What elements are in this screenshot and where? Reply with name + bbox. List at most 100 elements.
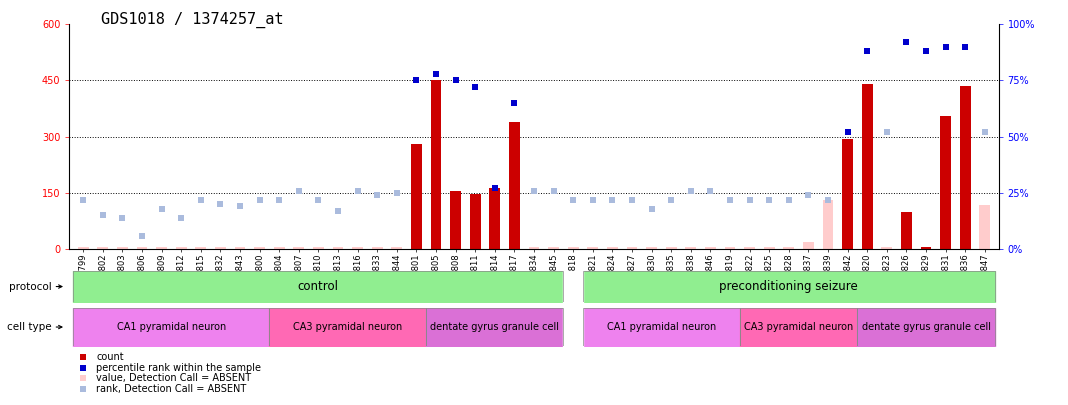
- Bar: [784, 247, 795, 249]
- Point: [75, 196, 92, 203]
- Bar: [744, 247, 755, 249]
- Bar: [705, 247, 716, 249]
- Bar: [235, 247, 246, 249]
- Point: [800, 192, 817, 198]
- Point: [349, 188, 366, 194]
- Point: [251, 196, 268, 203]
- Bar: [587, 247, 598, 249]
- Point: [603, 196, 621, 203]
- Point: [232, 203, 249, 210]
- Bar: [117, 247, 128, 249]
- Point: [525, 188, 543, 194]
- Bar: [254, 247, 265, 249]
- Text: rank, Detection Call = ABSENT: rank, Detection Call = ABSENT: [96, 384, 247, 394]
- Bar: [901, 211, 912, 249]
- Bar: [313, 247, 324, 249]
- Point: [545, 188, 562, 194]
- Bar: [940, 116, 951, 249]
- Text: GDS1018 / 1374257_at: GDS1018 / 1374257_at: [101, 12, 284, 28]
- Point: [878, 129, 895, 135]
- Bar: [646, 247, 657, 249]
- Bar: [979, 205, 990, 249]
- Bar: [627, 247, 638, 249]
- Point: [584, 196, 601, 203]
- Point: [310, 196, 327, 203]
- Bar: [451, 191, 461, 249]
- Bar: [568, 247, 579, 249]
- Bar: [176, 247, 187, 249]
- Bar: [509, 122, 520, 249]
- Point: [211, 201, 229, 207]
- Text: protocol: protocol: [10, 281, 52, 292]
- Text: preconditioning seizure: preconditioning seizure: [720, 280, 859, 293]
- Bar: [724, 247, 736, 249]
- Text: control: control: [298, 280, 339, 293]
- Bar: [529, 247, 539, 249]
- Text: CA1 pyramidal neuron: CA1 pyramidal neuron: [607, 322, 716, 332]
- Bar: [294, 247, 304, 249]
- Point: [682, 188, 700, 194]
- Point: [917, 48, 934, 55]
- Bar: [391, 247, 403, 249]
- Bar: [137, 247, 147, 249]
- Point: [976, 129, 993, 135]
- Text: CA3 pyramidal neuron: CA3 pyramidal neuron: [744, 322, 853, 332]
- Point: [153, 205, 170, 212]
- Point: [624, 196, 641, 203]
- Point: [134, 232, 151, 239]
- Point: [270, 196, 287, 203]
- Bar: [97, 247, 108, 249]
- Point: [94, 212, 111, 219]
- Point: [702, 188, 719, 194]
- Bar: [273, 247, 284, 249]
- Point: [819, 196, 836, 203]
- Text: dentate gyrus granule cell: dentate gyrus granule cell: [430, 322, 560, 332]
- Bar: [607, 247, 617, 249]
- Point: [781, 196, 798, 203]
- Point: [427, 70, 444, 77]
- Bar: [764, 247, 774, 249]
- Bar: [881, 247, 892, 249]
- Text: count: count: [96, 352, 124, 362]
- Bar: [372, 247, 382, 249]
- Bar: [470, 194, 481, 249]
- Point: [839, 129, 857, 135]
- Point: [329, 208, 346, 214]
- Bar: [822, 200, 833, 249]
- Bar: [411, 144, 422, 249]
- Point: [937, 43, 954, 50]
- Point: [643, 205, 660, 212]
- Point: [662, 196, 679, 203]
- Point: [173, 214, 190, 221]
- Point: [565, 196, 582, 203]
- Bar: [548, 247, 559, 249]
- Bar: [156, 247, 167, 249]
- Bar: [843, 139, 853, 249]
- Point: [957, 43, 974, 50]
- Text: CA1 pyramidal neuron: CA1 pyramidal neuron: [116, 322, 226, 332]
- Bar: [862, 84, 873, 249]
- Point: [290, 188, 308, 194]
- Text: cell type: cell type: [7, 322, 52, 332]
- Point: [898, 39, 915, 45]
- Point: [389, 190, 406, 196]
- Bar: [665, 247, 677, 249]
- Bar: [803, 242, 814, 249]
- Point: [408, 77, 425, 84]
- Point: [760, 196, 778, 203]
- Bar: [352, 247, 363, 249]
- Point: [486, 185, 503, 192]
- Bar: [78, 247, 89, 249]
- Bar: [921, 247, 931, 249]
- Bar: [960, 86, 971, 249]
- Bar: [195, 247, 206, 249]
- Bar: [489, 188, 500, 249]
- Text: percentile rank within the sample: percentile rank within the sample: [96, 363, 261, 373]
- Bar: [332, 247, 344, 249]
- Bar: [215, 247, 225, 249]
- Point: [506, 100, 523, 106]
- Bar: [430, 81, 441, 249]
- Bar: [686, 247, 696, 249]
- Text: CA3 pyramidal neuron: CA3 pyramidal neuron: [293, 322, 403, 332]
- Point: [447, 77, 465, 84]
